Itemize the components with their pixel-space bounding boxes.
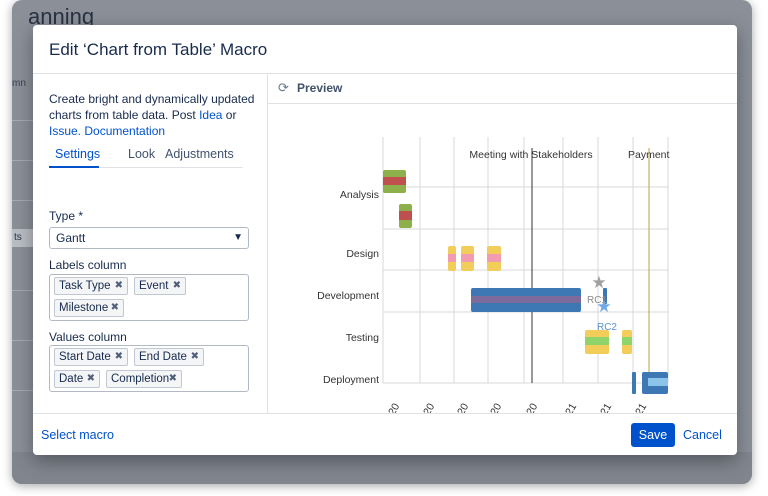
preview-header: ⟳ Preview <box>268 74 737 104</box>
background-divider <box>12 160 36 161</box>
documentation-link[interactable]: Documentation <box>84 124 166 138</box>
category-label: Analysis <box>340 189 379 201</box>
background-divider <box>12 290 36 291</box>
category-label: Development <box>317 290 379 302</box>
divider <box>33 73 737 74</box>
task-progress <box>487 254 501 262</box>
x-tick-label: 2020 <box>449 401 471 413</box>
labels-chip[interactable]: Milestone ✖ <box>54 299 124 317</box>
save-button[interactable]: Save <box>631 423 675 447</box>
event-label-payment: Payment <box>628 149 670 161</box>
task-progress <box>383 177 406 185</box>
chevron-down-icon: ▼ <box>233 232 243 243</box>
select-macro-link[interactable]: Select macro <box>41 428 114 442</box>
task-progress <box>448 254 456 262</box>
task-bar <box>632 372 636 394</box>
x-tick-label: 2021 <box>627 401 649 413</box>
type-label: Type * <box>49 209 84 223</box>
task-progress <box>585 337 609 345</box>
task-progress <box>461 254 474 262</box>
remove-chip-icon[interactable]: ✖ <box>168 373 177 384</box>
background-divider <box>12 200 36 201</box>
remove-chip-icon[interactable]: ✖ <box>86 373 95 384</box>
background-page-title: anning <box>28 4 95 29</box>
values-chip[interactable]: Date ✖ <box>54 370 100 388</box>
macro-dialog: Edit ‘Chart from Table’ Macro Create bri… <box>33 25 737 455</box>
labels-column-label: Labels column <box>49 258 127 272</box>
category-label: Testing <box>346 332 379 344</box>
preview-label: Preview <box>297 81 343 95</box>
values-chip[interactable]: Completion ✖ <box>106 370 182 388</box>
chip-label: Start Date <box>59 351 111 363</box>
chip-label: Completion <box>111 373 170 385</box>
pane-divider <box>267 74 268 413</box>
active-tab-indicator <box>49 166 99 168</box>
category-label: Design <box>346 248 379 260</box>
background-chip: ts <box>12 229 34 247</box>
type-select-value: Gantt <box>56 231 86 245</box>
x-tick-label: 2021 <box>592 401 614 413</box>
background-column-header: mn <box>12 78 26 89</box>
tab-settings[interactable]: Settings <box>55 147 101 161</box>
chip-label: End Date <box>139 351 187 363</box>
labels-chip[interactable]: Event ✖ <box>134 277 186 295</box>
background-divider <box>12 120 36 121</box>
settings-pane: Create bright and dynamically updated ch… <box>33 74 267 413</box>
gantt-chart: Meeting with Stakeholders Payment Analys… <box>317 137 670 413</box>
cancel-button[interactable]: Cancel <box>683 428 722 442</box>
values-chip[interactable]: End Date ✖ <box>134 348 204 366</box>
chip-label: Event <box>139 280 169 292</box>
x-tick-label: 2020 <box>518 401 540 413</box>
task-progress <box>648 378 668 386</box>
remove-chip-icon[interactable]: ✖ <box>172 280 181 291</box>
tab-adjustments[interactable]: Adjustments <box>165 147 234 161</box>
tabs-divider <box>49 167 243 168</box>
tab-look[interactable]: Look <box>128 147 156 161</box>
remove-chip-icon[interactable]: ✖ <box>110 302 119 313</box>
x-tick-label: 2021 <box>557 401 579 413</box>
values-chip[interactable]: Start Date ✖ <box>54 348 128 366</box>
remove-chip-icon[interactable]: ✖ <box>114 351 123 362</box>
x-tick-label: 2020 <box>415 401 437 413</box>
remove-chip-icon[interactable]: ✖ <box>190 351 199 362</box>
values-column-field[interactable]: Start Date ✖ End Date ✖ Date ✖ Completion ✖ <box>49 345 249 392</box>
task-progress <box>471 296 581 303</box>
footer-divider <box>33 413 737 414</box>
issue-link[interactable]: Issue. <box>49 124 82 138</box>
labels-column-field[interactable]: Task Type ✖ Event ✖ Milestone ✖ <box>49 274 249 321</box>
task-bar <box>603 288 607 304</box>
background-footer <box>12 452 752 484</box>
type-select[interactable]: Gantt ▼ <box>49 227 249 249</box>
x-tick-label: 2020 <box>380 401 402 413</box>
task-progress <box>622 337 632 345</box>
remove-chip-icon[interactable]: ✖ <box>114 280 123 291</box>
chip-label: Date <box>59 373 84 385</box>
preview-pane: ⟳ Preview <box>268 74 737 413</box>
milestone-label: RC2 <box>597 322 617 333</box>
x-tick-label: 2020 <box>482 401 504 413</box>
idea-link[interactable]: Idea <box>199 108 223 122</box>
event-label-meeting: Meeting with Stakeholders <box>469 149 592 161</box>
macro-description: Create bright and dynamically updated ch… <box>49 91 259 139</box>
description-text: Create bright and dynamically updated ch… <box>49 92 255 122</box>
milestone-star-icon: ★ <box>591 273 606 292</box>
chip-label: Milestone <box>59 302 109 314</box>
labels-chip[interactable]: Task Type ✖ <box>54 277 128 295</box>
background-divider <box>12 390 36 391</box>
milestone-label: RC1 <box>587 295 607 306</box>
task-progress <box>399 211 412 220</box>
values-column-label: Values column <box>49 330 127 344</box>
dialog-title: Edit ‘Chart from Table’ Macro <box>49 40 268 59</box>
chip-label: Task Type <box>59 280 111 292</box>
category-label: Deployment <box>323 374 379 386</box>
refresh-icon[interactable]: ⟳ <box>278 80 289 95</box>
milestone-star-icon: ★ <box>596 297 611 316</box>
description-or: or <box>222 108 237 122</box>
background-divider <box>12 340 36 341</box>
